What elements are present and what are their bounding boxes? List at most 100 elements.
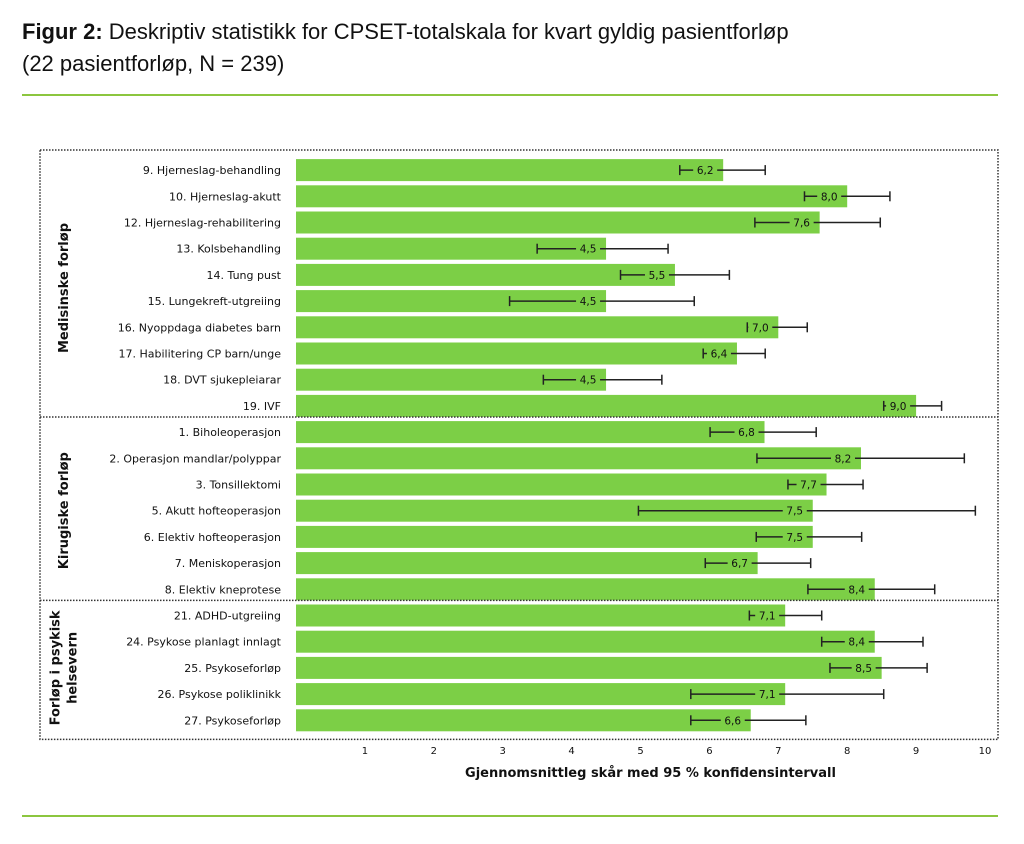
data-label-bg [796,477,821,492]
x-tick-label: 8 [844,746,850,757]
category-label: 14. Tung pust [207,269,282,282]
bar [296,604,786,627]
category-label: 24. Psykose planlagt innlagt [126,636,281,649]
bar [296,237,607,260]
bottom-rule [22,815,998,817]
data-label-bg [576,241,601,256]
data-label: 6,2 [697,165,714,177]
data-label: 6,7 [731,558,748,570]
data-label: 7,1 [759,689,776,701]
figure-title-prefix: Figur 2: [22,19,103,44]
data-label: 8,2 [835,453,852,465]
category-label: 7. Meniskoperasjon [175,557,281,570]
category-label: 17. Habilitering CP barn/unge [119,348,282,361]
category-label: 27. Psykoseforløp [184,714,281,727]
bar [296,316,779,339]
data-label: 8,4 [848,637,865,649]
data-label: 4,5 [580,375,597,387]
x-tick-label: 9 [913,746,919,757]
data-label: 6,4 [711,349,728,361]
bar [296,630,875,653]
category-label: 3. Tonsillektomi [196,479,281,492]
data-label-bg [706,346,731,361]
data-label-bg [817,189,842,204]
category-label: 18. DVT sjukepleiarar [163,374,281,387]
bar [296,578,875,601]
bar [296,473,827,496]
data-label-bg [755,608,780,623]
bar [296,499,813,522]
bar [296,552,758,575]
bar [296,211,820,234]
figure-title-text: Deskriptiv statistikk for CPSET-totalska… [108,19,789,44]
data-label: 4,5 [580,296,597,308]
data-label: 6,8 [738,427,755,439]
category-label: 15. Lungekreft-utgreiing [148,295,281,308]
bar [296,368,607,391]
bar [296,447,861,470]
group-label: Kirugiske forløp [57,452,72,569]
data-label-bg [734,425,759,440]
category-label: 21. ADHD-utgreiing [174,610,281,623]
data-label: 5,5 [649,270,666,282]
top-rule [22,94,998,96]
x-tick-label: 3 [500,746,506,757]
category-label: 13. Kolsbehandling [176,243,281,256]
bar [296,709,751,732]
category-label: 1. Biholeoperasjon [179,426,281,439]
bar [296,159,724,182]
category-label: 19. IVF [243,400,281,413]
category-label: 16. Nyoppdaga diabetes barn [118,321,281,334]
data-label: 7,1 [759,611,776,623]
data-label-bg [830,451,855,466]
data-label-bg [748,320,773,335]
figure-subtitle: (22 pasientforløp, N = 239) [22,51,285,76]
data-label: 4,5 [580,244,597,256]
data-label: 7,7 [800,480,817,492]
data-label-bg [576,372,601,387]
data-label: 6,6 [724,715,741,727]
x-tick-label: 2 [431,746,437,757]
data-label-bg [844,582,869,597]
bar [296,185,848,208]
bar [296,656,882,679]
data-label: 7,5 [786,532,803,544]
data-label-bg [782,529,807,544]
category-label: 25. Psykoseforløp [184,662,281,675]
data-label-bg [576,294,601,309]
category-label: 6. Elektiv hofteoperasjon [144,531,281,544]
x-tick-label: 10 [979,746,992,757]
category-label: 5. Akutt hofteoperasjon [152,505,281,518]
data-label-bg [755,687,780,702]
x-tick-label: 4 [568,746,574,757]
group-label: Medisinske forløp [57,223,72,353]
data-label-bg [720,713,745,728]
bar [296,394,917,417]
chart-border [39,149,999,741]
bar [296,263,675,286]
category-label: 2. Operasjon mandlar/polyppar [109,452,281,465]
data-label: 8,4 [848,584,865,596]
bar [296,290,607,313]
data-label-bg [851,660,876,675]
bar [296,421,765,444]
group-label: Forløp i psykisk [49,610,64,725]
category-label: 9. Hjerneslag-behandling [143,164,281,177]
data-label: 8,0 [821,191,838,203]
x-axis-label: Gjennomsnittleg skår med 95 % konfidensi… [465,766,836,781]
data-label-bg [782,503,807,518]
data-label: 9,0 [890,401,907,413]
data-label: 7,0 [752,322,769,334]
data-label-bg [789,215,814,230]
bar [296,683,786,706]
bar [296,342,737,365]
data-label: 7,5 [786,506,803,518]
data-label-bg [844,634,869,649]
group-label: helsevern [66,632,81,704]
x-tick-label: 1 [362,746,368,757]
data-label-bg [644,267,669,282]
data-label-bg [886,398,911,413]
bar [296,525,813,548]
category-label: 26. Psykose poliklinikk [158,688,282,701]
